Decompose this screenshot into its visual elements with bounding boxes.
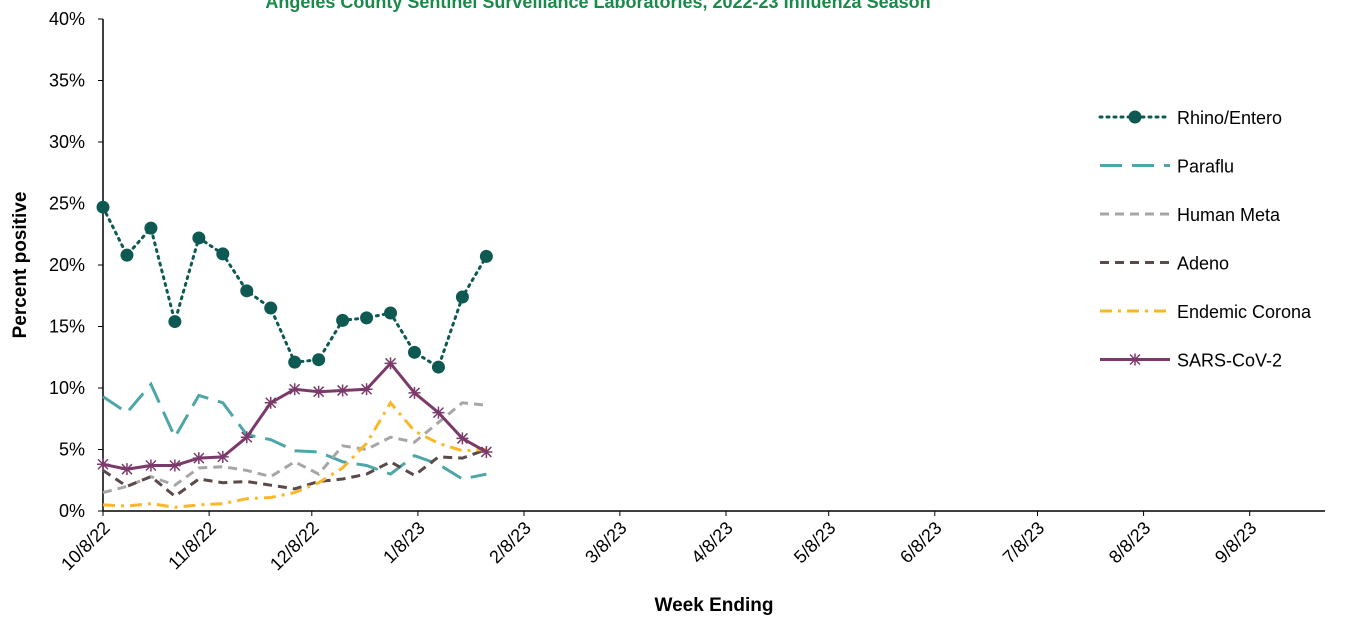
marker: [216, 247, 230, 261]
x-tick-label: 2/8/23: [485, 518, 535, 568]
series-line: [102, 448, 487, 499]
marker: [432, 406, 445, 419]
legend-label: Paraflu: [1177, 157, 1234, 177]
x-tick-label: 9/8/23: [1211, 518, 1261, 568]
marker: [264, 396, 277, 409]
marker: [192, 231, 206, 245]
marker: [455, 290, 469, 304]
marker: [96, 200, 110, 214]
x-tick-label: 6/8/23: [896, 518, 946, 568]
marker: [240, 284, 254, 298]
marker: [384, 306, 398, 320]
marker: [408, 386, 421, 399]
marker: [336, 384, 349, 397]
y-tick-label: 5%: [59, 440, 85, 460]
x-tick-label: 12/8/22: [266, 518, 323, 575]
x-tick-label: 10/8/22: [57, 518, 114, 575]
marker: [312, 353, 326, 367]
y-tick-label: 40%: [49, 9, 85, 29]
x-tick-label: 1/8/23: [379, 518, 429, 568]
x-axis-title: Week Ending: [655, 595, 774, 616]
chart-title: Angeles County Sentinel Surveillance Lab…: [265, 0, 930, 12]
marker: [479, 249, 493, 263]
legend-label: Endemic Corona: [1177, 302, 1312, 322]
marker: [312, 385, 325, 398]
y-tick-label: 25%: [49, 194, 85, 214]
marker: [407, 345, 421, 359]
x-tick-label: 3/8/23: [581, 518, 631, 568]
marker: [144, 459, 157, 472]
marker: [240, 431, 253, 444]
y-tick-label: 35%: [49, 71, 85, 91]
y-tick-label: 0%: [59, 501, 85, 521]
marker: [264, 301, 278, 315]
marker: [1128, 110, 1142, 124]
marker: [384, 357, 397, 370]
x-tick-label: 8/8/23: [1105, 518, 1155, 568]
marker: [431, 360, 445, 374]
x-tick-label: 5/8/23: [790, 518, 840, 568]
marker: [120, 248, 134, 262]
marker: [360, 311, 374, 325]
marker: [336, 313, 350, 327]
y-tick-label: 30%: [49, 132, 85, 152]
y-tick-label: 20%: [49, 255, 85, 275]
y-tick-label: 10%: [49, 378, 85, 398]
marker: [97, 458, 109, 471]
series-line: [102, 401, 487, 495]
legend-label: Rhino/Entero: [1177, 108, 1282, 128]
x-tick-label: 11/8/22: [164, 518, 220, 574]
marker: [1129, 353, 1141, 366]
x-tick-label: 4/8/23: [687, 518, 737, 568]
series-line: [102, 400, 487, 509]
marker: [360, 383, 373, 396]
marker: [192, 452, 205, 465]
series-line: [102, 381, 487, 481]
x-tick-label: 7/8/23: [999, 518, 1049, 568]
y-axis-title: Percent positive: [10, 192, 31, 339]
series-line: [101, 205, 488, 370]
marker: [120, 463, 133, 476]
marker: [288, 383, 301, 396]
y-tick-label: 15%: [49, 317, 85, 337]
legend-label: Adeno: [1177, 254, 1229, 274]
marker: [288, 355, 302, 369]
marker: [168, 315, 182, 329]
marker: [480, 445, 493, 458]
marker: [456, 432, 469, 445]
series-line: [102, 361, 488, 471]
marker: [144, 221, 158, 235]
marker: [168, 459, 181, 472]
legend-label: Human Meta: [1177, 205, 1281, 225]
marker: [216, 450, 229, 463]
legend-label: SARS-CoV-2: [1177, 351, 1282, 371]
